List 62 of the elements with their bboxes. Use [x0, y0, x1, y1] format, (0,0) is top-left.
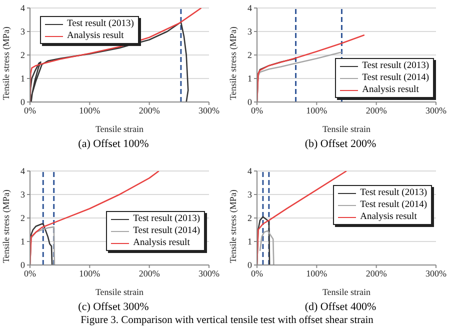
y-tick-label: 3: [248, 190, 252, 200]
x-axis-title: Tensile strain: [322, 287, 372, 297]
y-tick-label: 2: [248, 50, 252, 60]
legend-label: Analysis result: [360, 211, 417, 223]
y-axis-title: Tensile stress (MPa): [228, 26, 238, 100]
text: (d) Offset 400%: [304, 301, 378, 313]
y-tick-label: 3: [248, 26, 252, 37]
x-tick-label: 0%: [251, 105, 264, 116]
legend-label: Test result (2013): [360, 187, 427, 199]
y-axis-title: Tensile stress (MPa): [1, 26, 12, 100]
y-tick-label: 1: [20, 236, 25, 247]
x-tick-label: 100%: [79, 105, 101, 116]
y-tick-label: 3: [20, 190, 26, 200]
x-tick-label: 300%: [426, 105, 447, 116]
y-tick-label: 2: [20, 213, 25, 224]
legend-label: Test result (2013): [133, 213, 200, 225]
x-tick-label: 0%: [251, 268, 264, 278]
y-tick-label: 4: [248, 3, 252, 14]
x-tick-label: 200%: [138, 105, 160, 116]
y-axis-title: Tensile stress (MPa): [228, 190, 238, 263]
legend-label: Test result (2014): [133, 225, 200, 237]
y-tick-label: 2: [20, 50, 25, 60]
y-tick-label: 1: [248, 236, 252, 247]
x-tick-label: 200%: [366, 268, 388, 278]
text: (a) Offset 100%: [77, 138, 150, 150]
x-tick-label: 100%: [306, 268, 328, 278]
x-tick-label: 200%: [138, 268, 160, 278]
y-tick-label: 4: [248, 166, 252, 176]
x-tick-label: 200%: [366, 105, 388, 116]
x-tick-label: 300%: [426, 268, 447, 278]
x-axis-title: Tensile strain: [322, 124, 372, 134]
x-tick-label: 100%: [306, 105, 328, 116]
y-tick-label: 0: [20, 97, 26, 108]
x-tick-label: 300%: [198, 105, 220, 116]
legend-label: Analysis result: [67, 30, 124, 42]
x-tick-label: 0%: [24, 105, 36, 116]
y-tick-label: 4: [20, 166, 26, 176]
y-tick-label: 1: [20, 74, 25, 84]
text: (b) Offset 200%: [304, 138, 378, 150]
x-tick-label: 0%: [24, 268, 36, 278]
legend-label: Analysis result: [362, 84, 419, 96]
y-tick-label: 4: [20, 3, 26, 14]
y-tick-label: 1: [248, 74, 252, 84]
text: (c) Offset 300%: [77, 301, 150, 313]
legend-label: Analysis result: [133, 237, 190, 249]
caption: Figure 3. Comparison with vertical tensile test with offset shear strain: [80, 315, 374, 326]
y-tick-label: 3: [20, 26, 26, 37]
x-axis-title: Tensile strain: [95, 287, 144, 297]
x-tick-label: 300%: [198, 268, 220, 278]
y-tick-label: 2: [248, 213, 252, 224]
legend-label: Test result (2014): [360, 199, 427, 211]
y-axis-title: Tensile stress (MPa): [1, 190, 12, 263]
legend-label: Test result (2014): [362, 72, 429, 84]
line-series: [30, 21, 189, 102]
y-tick-label: 0: [248, 97, 252, 108]
legend-label: Test result (2013): [67, 18, 134, 30]
y-tick-label: 0: [248, 260, 252, 270]
y-tick-label: 0: [20, 260, 26, 270]
x-axis-title: Tensile strain: [95, 124, 144, 134]
x-tick-label: 100%: [79, 268, 101, 278]
line-series: [259, 230, 274, 265]
legend-label: Test result (2013): [362, 60, 429, 72]
